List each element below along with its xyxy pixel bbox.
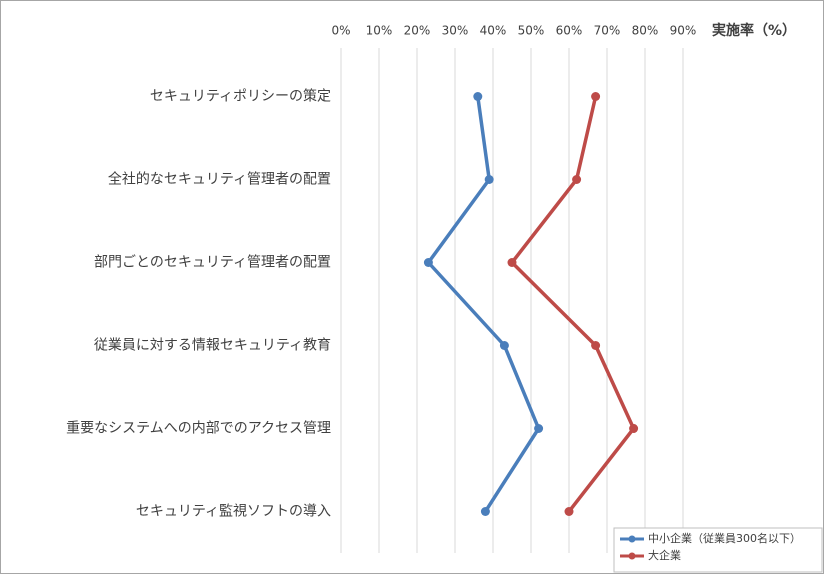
y-tick-label: セキュリティ監視ソフトの導入 [136,503,331,520]
legend-box [613,527,823,573]
data-point [484,175,494,184]
legend-marker [628,535,636,543]
series-line [426,96,541,513]
x-tick-label: 0% [331,24,350,38]
data-point [534,424,544,433]
y-tick-label: 従業員に対する情報セキュリティ教育 [94,338,331,354]
data-point [480,507,490,516]
data-point [629,424,639,433]
x-tick-label: 10% [366,24,393,38]
data-point [499,341,509,350]
y-tick-label: セキュリティポリシーの策定 [150,88,331,105]
x-tick-label: 50% [518,24,545,38]
y-tick-label: 重要なシステムへの内部でのアクセス管理 [66,421,331,437]
y-tick-label: 部門ごとのセキュリティ管理者の配置 [94,255,331,271]
x-tick-label: 30% [442,24,469,38]
legend-label: 中小企業（従業員300名以下） [648,531,801,545]
x-tick-label: 40% [480,24,507,38]
legend-label: 大企業 [648,548,681,562]
legend-marker [628,552,636,560]
data-point [507,258,517,267]
series-line [510,96,636,513]
data-point [423,258,433,267]
x-tick-label: 60% [556,24,583,38]
x-tick-label: 70% [594,24,621,38]
x-tick-label: 20% [404,24,431,38]
x-tick-label: 90% [670,24,697,38]
data-point [591,92,601,101]
data-point [564,507,574,516]
y-tick-label: 全社的なセキュリティ管理者の配置 [108,171,331,188]
data-point [473,92,483,101]
data-point [572,175,582,184]
x-tick-label: 80% [632,24,659,38]
data-point [591,341,601,350]
x-axis-label: 実施率（%） [712,22,796,39]
